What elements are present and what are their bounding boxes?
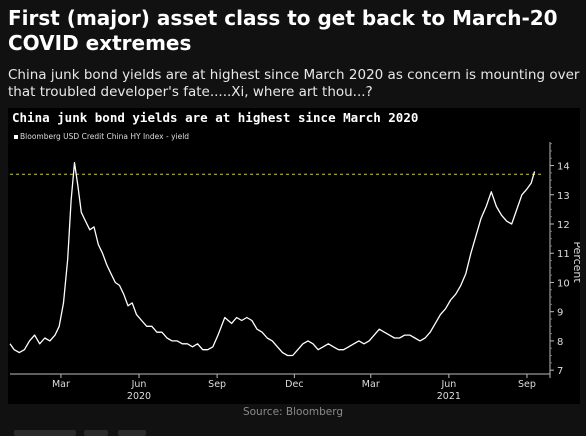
chart-title: China junk bond yields are at highest si… [12,110,419,125]
x-tick-label: Sep [518,379,536,390]
chart-legend: Bloomberg USD Credit China HY Index - yi… [14,132,189,141]
x-tick-label: Dec [285,379,303,390]
subheadline: China junk bond yields are at highest si… [8,67,580,100]
x-year-label: 2020 [127,391,151,402]
source-note: Source: Bloomberg [242,406,344,418]
y-tick-label: 10 [557,278,570,289]
y-tick-label: 8 [557,337,563,348]
y-tick-label: 13 [557,191,570,202]
bottom-toolbar-fragment [118,430,146,436]
y-tick-label: 11 [557,249,570,260]
x-tick-label: Jun [440,379,456,390]
x-year-label: 2021 [437,391,461,402]
x-tick-label: Mar [52,379,70,390]
x-tick-label: Sep [208,379,226,390]
legend-label: Bloomberg USD Credit China HY Index - yi… [20,132,190,141]
legend-swatch [14,135,18,139]
x-tick-label: Jun [131,379,147,390]
y-tick-label: 9 [557,308,563,319]
x-tick-label: Mar [362,379,380,390]
bottom-toolbar-fragment [84,430,108,436]
headline: First (major) asset class to get back to… [8,6,558,55]
bottom-toolbar-fragment [14,430,76,436]
line-chart: 7 8 9 10 11 12 13 14 Percent Mar Jun Sep Dec Mar Jun Se… [9,142,580,402]
series-line [9,161,536,357]
y-axis-title: Percent [571,241,580,283]
y-tick-label: 12 [557,220,570,231]
chart-panel: 7 8 9 10 11 12 13 14 Percent Mar Jun Sep Dec Mar Jun Se… [8,108,580,404]
y-tick-label: 14 [557,162,570,173]
y-tick-label: 7 [557,366,563,377]
